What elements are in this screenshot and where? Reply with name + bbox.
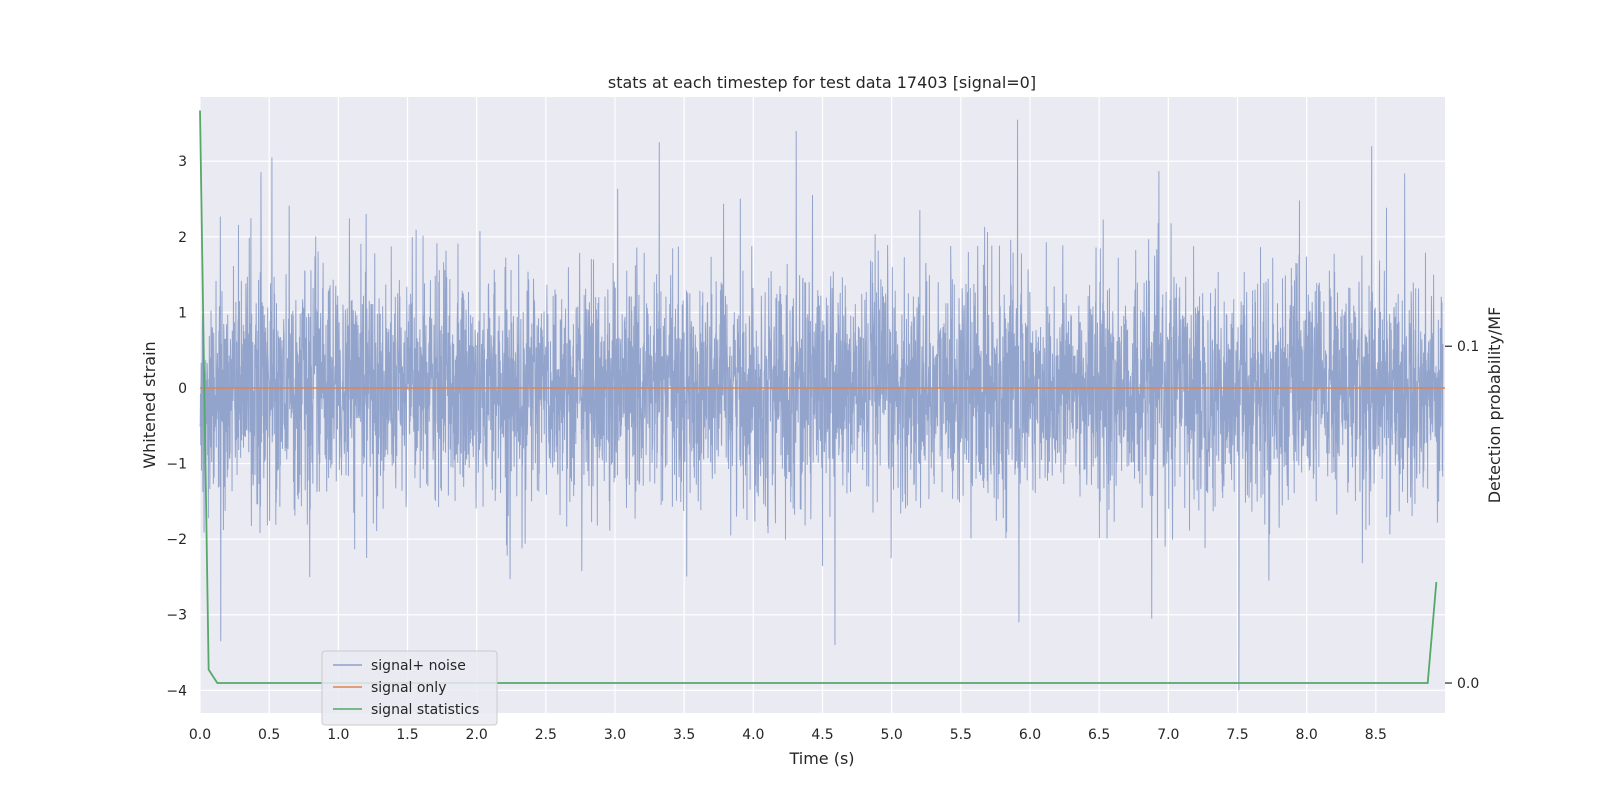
x-tick-label: 5.0 xyxy=(881,727,903,743)
x-tick-label: 3.0 xyxy=(604,727,626,743)
y-tick-label: −4 xyxy=(166,683,187,699)
x-tick-label: 3.5 xyxy=(673,727,695,743)
y-tick-label: 0 xyxy=(178,381,187,397)
y2-tick-label: 0.1 xyxy=(1457,339,1479,355)
x-tick-label: 5.5 xyxy=(950,727,972,743)
legend-box xyxy=(321,650,498,726)
x-tick-label: 1.0 xyxy=(327,727,349,743)
x-tick-label: 8.5 xyxy=(1365,727,1387,743)
y2-tick-label: 0.0 xyxy=(1457,676,1479,692)
x-tick-label: 6.0 xyxy=(1019,727,1041,743)
x-tick-label: 0.5 xyxy=(258,727,280,743)
line-signal-statistics xyxy=(199,110,1438,684)
x-tick-label: 1.5 xyxy=(396,727,418,743)
x-tick-label: 6.5 xyxy=(1088,727,1110,743)
legend-label-signal-plus-noise: signal+ noise xyxy=(371,658,466,674)
x-tick-label: 7.5 xyxy=(1226,727,1248,743)
x-axis-label: Time (s) xyxy=(788,749,854,768)
y2-axis-label: Detection probability/MF xyxy=(1485,307,1504,504)
legend-label-signal-only: signal only xyxy=(371,680,446,696)
chart-title: stats at each timestep for test data 174… xyxy=(608,73,1036,92)
series-signal-plus-noise xyxy=(199,119,1444,691)
x-tick-label: 7.0 xyxy=(1157,727,1179,743)
legend-label-signal-statistics: signal statistics xyxy=(371,702,479,718)
y-axis-ticks: −4 −3 −2 −1 0 1 2 3 xyxy=(166,154,187,699)
x-tick-label: 2.0 xyxy=(466,727,488,743)
series-signal-statistics xyxy=(199,110,1438,684)
y-axis-label: Whitened strain xyxy=(140,341,159,468)
line-signal-plus-noise xyxy=(199,119,1444,691)
x-tick-label: 4.5 xyxy=(811,727,833,743)
y-tick-label: 2 xyxy=(178,230,187,246)
x-tick-label: 0.0 xyxy=(189,727,211,743)
x-tick-label: 4.0 xyxy=(742,727,764,743)
x-axis-ticks: 0.0 0.5 1.0 1.5 2.0 2.5 3.0 3.5 4.0 4.5 5.0 5.5 6.0 6… xyxy=(189,727,1387,743)
y-tick-label: −3 xyxy=(166,608,187,624)
y-tick-label: −2 xyxy=(166,532,187,548)
y2-axis-ticks: 0.0 0.1 xyxy=(1445,339,1479,692)
x-tick-label: 2.5 xyxy=(535,727,557,743)
y-tick-label: 3 xyxy=(178,154,187,170)
y-tick-label: 1 xyxy=(178,305,187,321)
legend: signal+ noise signal only signal statist… xyxy=(321,650,498,726)
y-tick-label: −1 xyxy=(166,457,187,473)
x-tick-label: 8.0 xyxy=(1296,727,1318,743)
